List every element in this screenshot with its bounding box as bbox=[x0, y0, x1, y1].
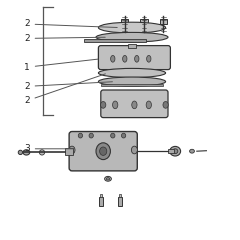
Text: 2: 2 bbox=[24, 19, 117, 29]
Bar bbox=[84, 39, 146, 42]
Text: 1: 1 bbox=[24, 59, 98, 72]
Bar bbox=[118, 197, 122, 206]
Ellipse shape bbox=[39, 150, 45, 155]
Ellipse shape bbox=[111, 133, 115, 138]
Ellipse shape bbox=[100, 147, 107, 156]
Bar bbox=[100, 194, 102, 197]
Ellipse shape bbox=[132, 146, 137, 154]
Ellipse shape bbox=[96, 143, 110, 160]
Ellipse shape bbox=[113, 101, 118, 109]
Ellipse shape bbox=[121, 133, 126, 138]
FancyBboxPatch shape bbox=[98, 46, 170, 70]
Ellipse shape bbox=[106, 178, 110, 180]
Ellipse shape bbox=[173, 149, 178, 154]
Ellipse shape bbox=[147, 55, 151, 62]
Bar bbox=[119, 194, 121, 197]
Bar bbox=[65, 148, 73, 155]
FancyBboxPatch shape bbox=[69, 132, 137, 171]
Bar bbox=[121, 19, 128, 24]
Text: 3: 3 bbox=[24, 144, 74, 153]
Ellipse shape bbox=[190, 149, 194, 153]
Bar bbox=[140, 19, 148, 24]
Bar bbox=[128, 44, 136, 48]
Ellipse shape bbox=[96, 32, 168, 42]
Ellipse shape bbox=[135, 55, 139, 62]
Ellipse shape bbox=[78, 133, 83, 138]
Ellipse shape bbox=[89, 133, 93, 138]
Ellipse shape bbox=[170, 146, 180, 156]
Ellipse shape bbox=[132, 101, 137, 109]
Bar bbox=[168, 149, 174, 153]
Ellipse shape bbox=[69, 146, 75, 154]
Ellipse shape bbox=[146, 101, 151, 109]
Ellipse shape bbox=[163, 102, 168, 108]
Ellipse shape bbox=[101, 102, 106, 108]
Ellipse shape bbox=[18, 150, 23, 155]
Ellipse shape bbox=[98, 22, 166, 33]
Ellipse shape bbox=[105, 176, 111, 181]
Text: 2: 2 bbox=[24, 82, 112, 91]
Bar bbox=[99, 197, 103, 206]
Ellipse shape bbox=[111, 55, 115, 62]
FancyBboxPatch shape bbox=[101, 90, 168, 118]
Bar bbox=[101, 84, 163, 86]
Ellipse shape bbox=[98, 77, 166, 86]
Ellipse shape bbox=[98, 68, 166, 78]
Ellipse shape bbox=[123, 55, 127, 62]
Text: 2: 2 bbox=[24, 34, 105, 43]
Ellipse shape bbox=[23, 150, 30, 155]
Text: 2: 2 bbox=[24, 74, 105, 105]
Bar bbox=[160, 19, 167, 24]
